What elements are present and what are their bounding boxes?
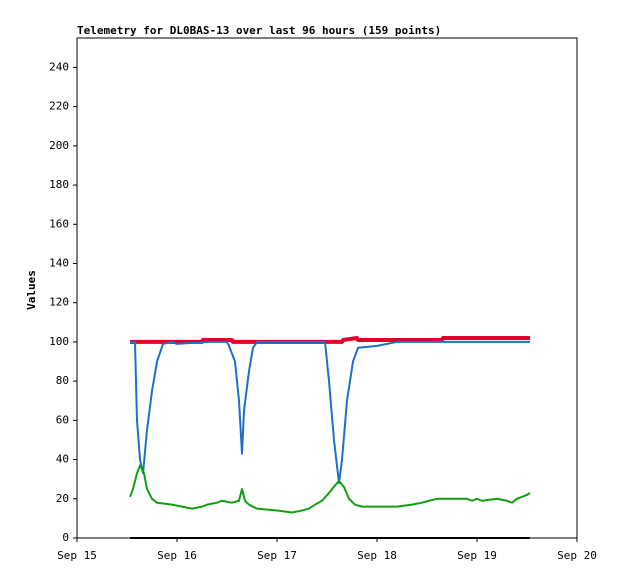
- y-tick-label: 60: [56, 413, 69, 426]
- y-tick-label: 160: [49, 217, 69, 230]
- x-tick-label: Sep 17: [257, 549, 297, 562]
- y-tick-label: 40: [56, 453, 69, 466]
- y-tick-label: 200: [49, 139, 69, 152]
- y-tick-label: 240: [49, 60, 69, 73]
- series-line: [130, 340, 530, 485]
- x-tick-label: Sep 16: [157, 549, 197, 562]
- x-tick-label: Sep 19: [457, 549, 497, 562]
- x-tick-label: Sep 20: [557, 549, 597, 562]
- y-tick-label: 220: [49, 100, 69, 113]
- y-tick-label: 20: [56, 492, 69, 505]
- y-tick-label: 80: [56, 374, 69, 387]
- y-tick-label: 0: [62, 531, 69, 544]
- y-tick-label: 140: [49, 256, 69, 269]
- series-line: [130, 336, 530, 344]
- x-tick-label: Sep 18: [357, 549, 397, 562]
- y-tick-label: 100: [49, 335, 69, 348]
- y-tick-label: 120: [49, 296, 69, 309]
- series-line: [129, 464, 531, 514]
- y-axis-label: Values: [25, 270, 38, 310]
- chart-title: Telemetry for DL0BAS-13 over last 96 hou…: [77, 24, 441, 37]
- y-tick-label: 180: [49, 178, 69, 191]
- x-tick-label: Sep 15: [57, 549, 97, 562]
